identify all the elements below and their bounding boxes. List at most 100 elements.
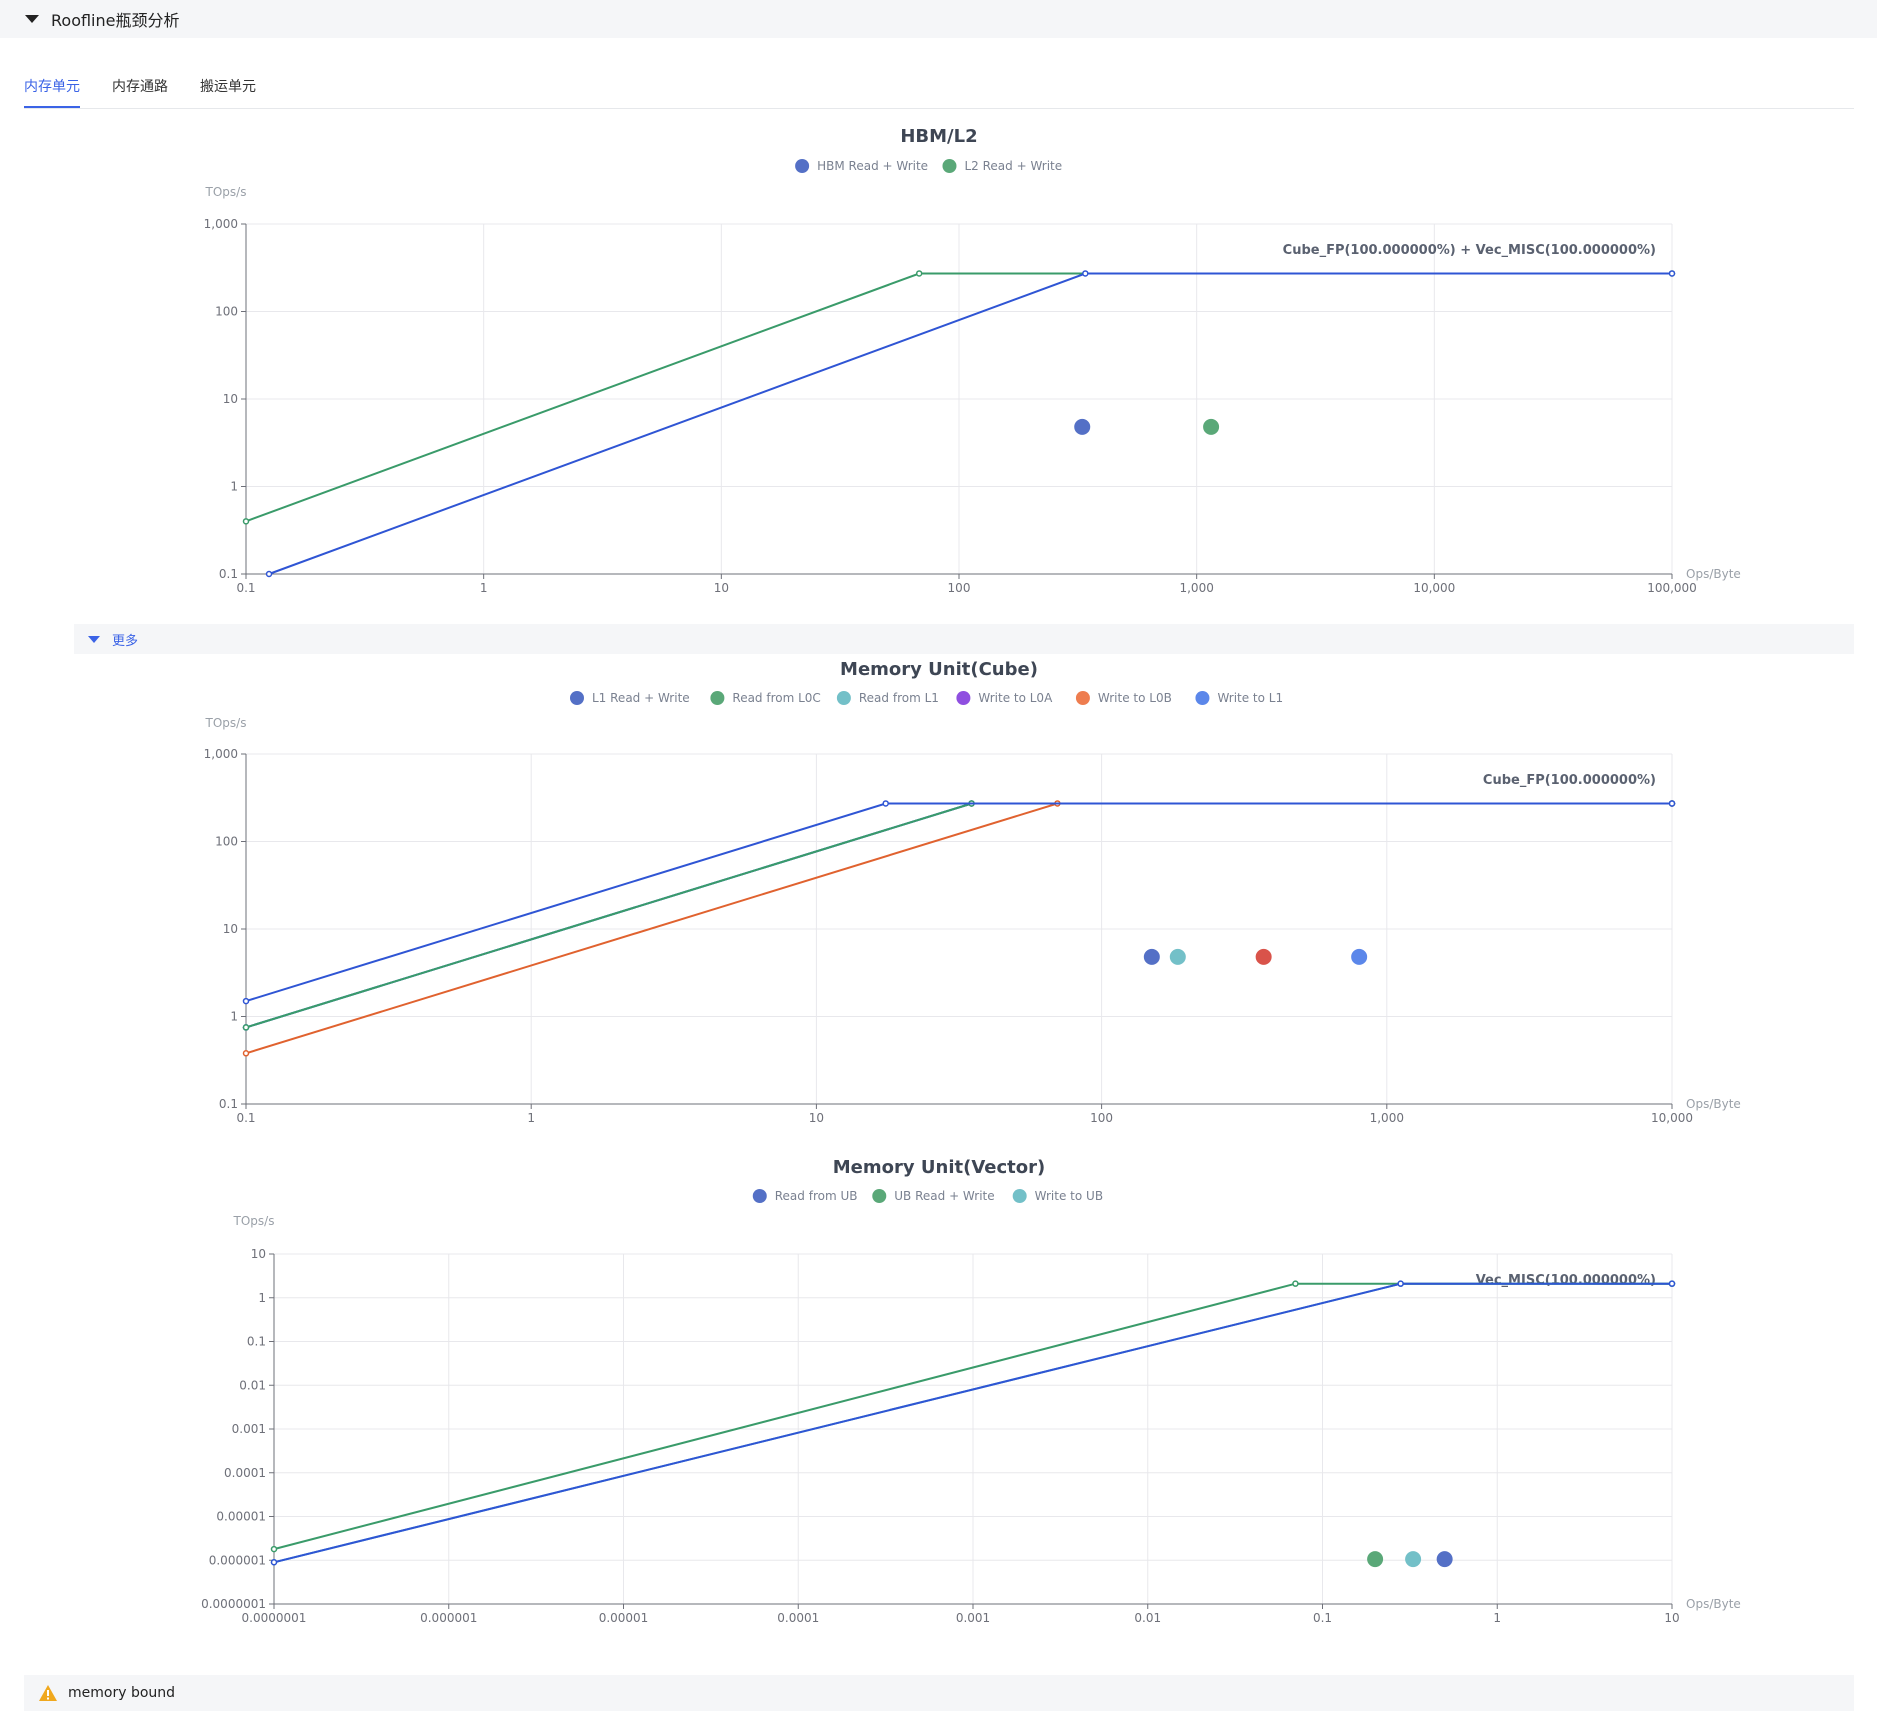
section-header[interactable]: Roofline瓶颈分析 [0, 0, 1877, 38]
legend-label: Read from L1 [859, 691, 939, 705]
legend-marker [752, 1189, 767, 1203]
series-vertex [265, 570, 273, 578]
legend-label: Write to L0B [1098, 691, 1172, 705]
series-vertex [1668, 1280, 1676, 1287]
x-tick-label: 1 [480, 581, 488, 595]
y-tick-label: 0.000001 [209, 1553, 266, 1567]
y-tick-label: 0.0001 [224, 1466, 266, 1480]
data-point [1436, 1551, 1453, 1568]
x-tick-label: 0.1 [236, 581, 255, 595]
x-tick-label: 0.1 [236, 1111, 255, 1125]
series-vertex [270, 1559, 278, 1566]
series-vertex [242, 997, 250, 1005]
y-axis-name: TOps/s [233, 1214, 275, 1228]
chart-title: Memory Unit(Vector) [833, 1157, 1045, 1178]
series-vertex [882, 800, 889, 807]
x-tick-label: 10 [714, 581, 729, 595]
data-point [1074, 418, 1091, 435]
x-axis-name: Ops/Byte [1686, 1597, 1741, 1611]
legend-marker [942, 159, 957, 173]
status-bar: memory bound [24, 1675, 1854, 1711]
chart-title: HBM/L2 [900, 126, 977, 147]
series-vertex [1082, 270, 1089, 277]
legend-marker [1012, 1189, 1027, 1203]
legend-label: Read from UB [775, 1189, 858, 1203]
more-label[interactable]: 更多 [112, 633, 139, 649]
caret-down-icon[interactable] [25, 15, 39, 23]
y-tick-label: 10 [223, 392, 238, 406]
series-vertex [1292, 1280, 1299, 1287]
tab-transfer-unit[interactable]: 搬运单元 [200, 79, 256, 95]
legend-marker [710, 691, 725, 705]
chart-title: Memory Unit(Cube) [840, 659, 1038, 680]
y-axis-name: TOps/s [205, 716, 247, 730]
legend-marker [836, 691, 851, 705]
more-toggle[interactable]: 更多 [74, 624, 1854, 654]
y-tick-label: 0.01 [239, 1378, 266, 1392]
series-line [268, 272, 1672, 575]
y-tick-label: 0.00001 [216, 1510, 266, 1524]
legend-marker [570, 691, 584, 705]
legend-label: Read from L0C [732, 691, 820, 705]
series-vertex [915, 270, 923, 277]
x-tick-label: 1,000 [1370, 1111, 1404, 1125]
legend-label: Write to L1 [1217, 691, 1283, 705]
series-vertex [242, 518, 250, 525]
y-tick-label: 0.0000001 [201, 1597, 266, 1611]
roof-label: Cube_FP(100.000000%) + Vec_MISC(100.0000… [1283, 243, 1656, 258]
series-vertex [1668, 270, 1676, 277]
caret-down-icon[interactable] [88, 635, 100, 643]
x-tick-label: 10 [809, 1111, 824, 1125]
legend-label: HBM Read + Write [817, 159, 928, 173]
y-tick-label: 1 [230, 480, 238, 494]
x-axis-name: Ops/Byte [1686, 567, 1741, 581]
legend-marker [1195, 691, 1210, 705]
x-tick-label: 0.001 [956, 1611, 990, 1625]
y-tick-label: 100 [215, 305, 238, 319]
x-tick-label: 0.1 [1313, 1611, 1332, 1625]
y-tick-label: 100 [215, 835, 238, 849]
x-tick-label: 1 [1493, 1611, 1501, 1625]
data-point [1367, 1551, 1384, 1568]
x-tick-label: 1,000 [1179, 581, 1213, 595]
chart-memory-unit-cube: Memory Unit(Cube) L1 Read + Write Read fro… [204, 659, 1741, 1125]
series-line [245, 802, 1672, 1055]
y-tick-label: 1 [230, 1010, 238, 1024]
series-line [245, 802, 1672, 1029]
y-tick-label: 0.1 [219, 567, 238, 581]
tab-memory-unit[interactable]: 内存单元 [24, 70, 80, 108]
series-vertex [242, 1050, 250, 1057]
y-tick-label: 1 [258, 1291, 266, 1305]
series-vertex [1397, 1280, 1404, 1287]
legend-label: L1 Read + Write [592, 691, 690, 705]
series-line [245, 802, 1672, 1029]
legend-marker [956, 691, 971, 705]
series-line [245, 802, 1672, 1029]
y-tick-label: 10 [251, 1247, 266, 1261]
roof-label: Vec_MISC(100.000000%) [1476, 1273, 1656, 1288]
legend-label: L2 Read + Write [964, 159, 1062, 173]
x-tick-label: 0.0001 [777, 1611, 819, 1625]
y-tick-label: 10 [223, 922, 238, 936]
legend-label: Write to UB [1035, 1189, 1103, 1203]
warning-icon [39, 1685, 57, 1701]
series-vertex [270, 1545, 278, 1553]
chart-memory-unit-vector: Memory Unit(Vector) Read from UB UB Read +… [201, 1157, 1741, 1625]
tab-memory-path[interactable]: 内存通路 [112, 79, 168, 95]
x-axis-name: Ops/Byte [1686, 1097, 1741, 1111]
tab-bar: 内存单元 内存通路 搬运单元 [24, 70, 1854, 109]
section-title: Roofline瓶颈分析 [51, 11, 180, 30]
x-tick-label: 10,000 [1651, 1111, 1693, 1125]
y-tick-label: 0.1 [247, 1335, 266, 1349]
y-tick-label: 0.1 [219, 1097, 238, 1111]
x-tick-label: 0.0000001 [242, 1611, 307, 1625]
data-point [1169, 948, 1186, 965]
data-point [1255, 948, 1272, 965]
legend-marker [1075, 691, 1090, 705]
legend-label: Write to L0A [978, 691, 1053, 705]
y-tick-label: 1,000 [204, 217, 238, 231]
x-tick-label: 0.000001 [420, 1611, 477, 1625]
data-point [1203, 418, 1220, 435]
chart-hbm-l2: HBM/L2 HBM Read + Write L2 Read + Write TOp… [204, 126, 1741, 595]
x-tick-label: 0.01 [1134, 1611, 1161, 1625]
